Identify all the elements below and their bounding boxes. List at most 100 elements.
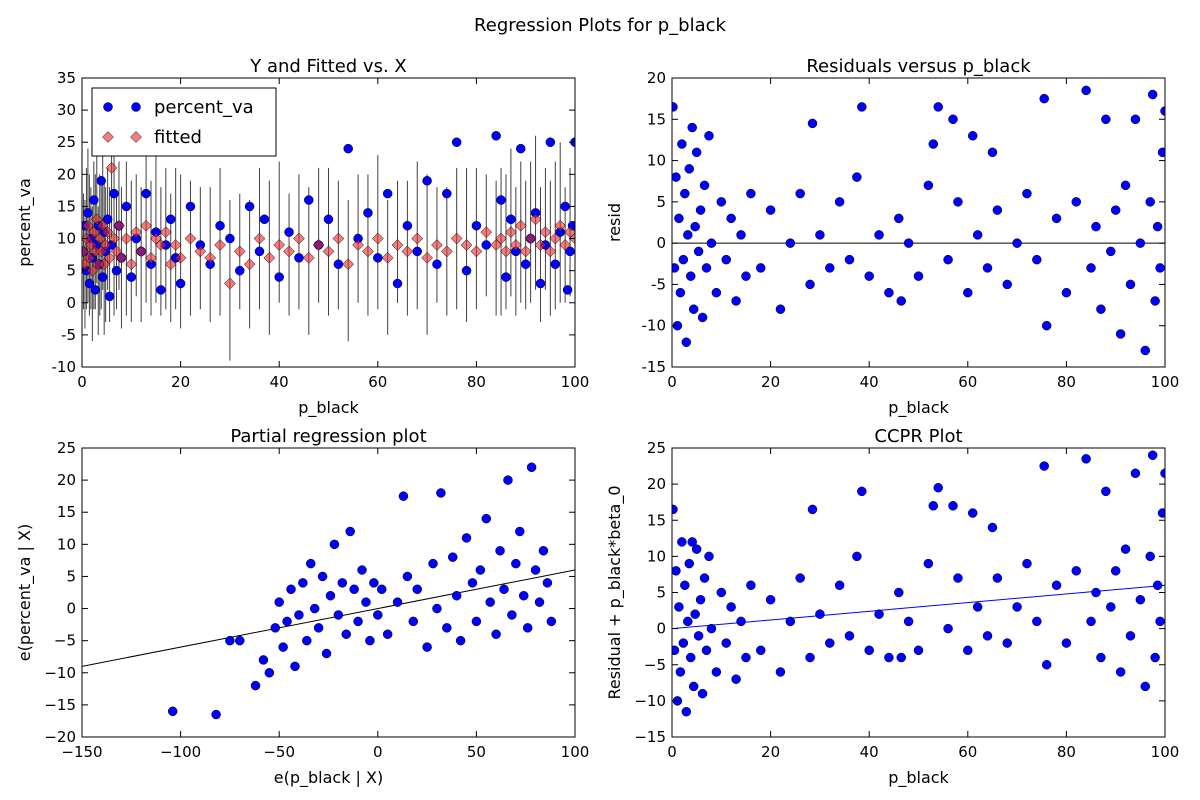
- data-point: [1106, 246, 1116, 257]
- fitted-point: [514, 219, 527, 232]
- subplot-title: Partial regression plot: [230, 426, 426, 447]
- x-tick-label: 60: [958, 373, 977, 391]
- data-point: [685, 271, 696, 281]
- fitted-point: [519, 245, 532, 258]
- data-point: [408, 616, 419, 627]
- plot-area: [672, 450, 1165, 717]
- data-point: [1110, 205, 1121, 215]
- data-point: [298, 578, 308, 588]
- data-point: [672, 172, 681, 182]
- data-point: [542, 578, 553, 588]
- fitted-point: [82, 245, 90, 258]
- x-axis-label: p_black: [888, 768, 949, 788]
- subplot-title: Residuals versus p_black: [806, 56, 1031, 77]
- data-point: [675, 667, 686, 677]
- data-point: [345, 526, 355, 537]
- y-tick-label: 10: [57, 230, 76, 248]
- y-tick-label: 5: [66, 567, 76, 585]
- x-tick-label: 40: [860, 373, 879, 391]
- data-point: [258, 655, 269, 665]
- fitted-point: [302, 251, 315, 264]
- data-point: [382, 629, 393, 639]
- fitted-point: [495, 232, 507, 245]
- data-point: [685, 652, 696, 663]
- y-tick-label: 10: [647, 547, 666, 565]
- data-point: [506, 214, 516, 225]
- data-point: [1130, 468, 1141, 479]
- data-point: [422, 176, 432, 186]
- data-point: [274, 597, 284, 607]
- data-point: [677, 537, 687, 547]
- data-point: [963, 287, 973, 298]
- data-point: [913, 271, 924, 281]
- data-point: [560, 201, 570, 212]
- data-point: [726, 213, 736, 224]
- fitted-point: [145, 251, 157, 264]
- fitted-point: [273, 239, 286, 251]
- data-point: [672, 566, 681, 576]
- data-point: [674, 213, 684, 224]
- data-point: [693, 246, 704, 257]
- data-point: [259, 214, 270, 225]
- data-point: [530, 565, 541, 575]
- data-point: [795, 188, 805, 199]
- fitted-point: [113, 219, 125, 232]
- data-point: [1155, 616, 1165, 627]
- fitted-point: [371, 232, 384, 245]
- data-point: [225, 635, 235, 646]
- data-point: [516, 143, 526, 154]
- data-point: [432, 259, 442, 269]
- data-point: [333, 610, 344, 620]
- x-tick-label: 100: [1151, 743, 1180, 761]
- x-tick-label: 40: [860, 743, 879, 761]
- fitted-point: [93, 232, 106, 245]
- fitted-point: [243, 258, 256, 271]
- axes-frame: [81, 77, 576, 368]
- data-point: [963, 645, 973, 656]
- y-tick-label: 10: [57, 535, 76, 553]
- y-tick-label: 20: [57, 471, 76, 489]
- data-point: [495, 546, 505, 556]
- fitted-point: [450, 232, 463, 245]
- data-point: [317, 571, 328, 582]
- data-point: [1032, 616, 1042, 627]
- data-point: [1081, 454, 1091, 464]
- data-point: [681, 337, 692, 347]
- y-tick-label: −15: [44, 696, 76, 714]
- data-point: [1091, 221, 1101, 232]
- x-tick-label: 80: [1057, 743, 1076, 761]
- data-point: [373, 253, 383, 263]
- subplot-3: −150 −100 −50 0 50 100−20−15−10−50510152025Pa…: [15, 426, 589, 788]
- data-point: [1115, 329, 1126, 339]
- fitted-point: [421, 251, 433, 264]
- data-point: [721, 254, 731, 265]
- data-point: [687, 122, 697, 133]
- fitted-point: [440, 245, 453, 258]
- data-point: [270, 623, 281, 633]
- data-point: [807, 118, 818, 129]
- y-tick-label: −10: [44, 664, 76, 682]
- fitted-point: [505, 226, 517, 238]
- y-tick-label: 0: [656, 620, 666, 638]
- fitted-point: [381, 251, 394, 264]
- fitted-point: [312, 239, 325, 251]
- data-point: [982, 631, 993, 641]
- data-point: [491, 131, 501, 141]
- data-point: [711, 287, 722, 298]
- data-point: [337, 578, 348, 588]
- data-point: [398, 491, 409, 501]
- figure-title: Regression Plots for p_black: [474, 15, 726, 36]
- y-tick-label: 25: [647, 439, 666, 457]
- fitted-point: [470, 245, 483, 258]
- data-point: [992, 205, 1003, 215]
- data-point: [357, 565, 367, 575]
- y-tick-label: -5: [651, 275, 666, 293]
- legend-swatch-fitted: [102, 131, 114, 143]
- data-point: [515, 526, 525, 537]
- data-point: [795, 573, 805, 583]
- data-point: [1051, 213, 1062, 224]
- data-point: [1125, 631, 1136, 641]
- data-point: [1147, 450, 1158, 460]
- data-point: [511, 558, 521, 569]
